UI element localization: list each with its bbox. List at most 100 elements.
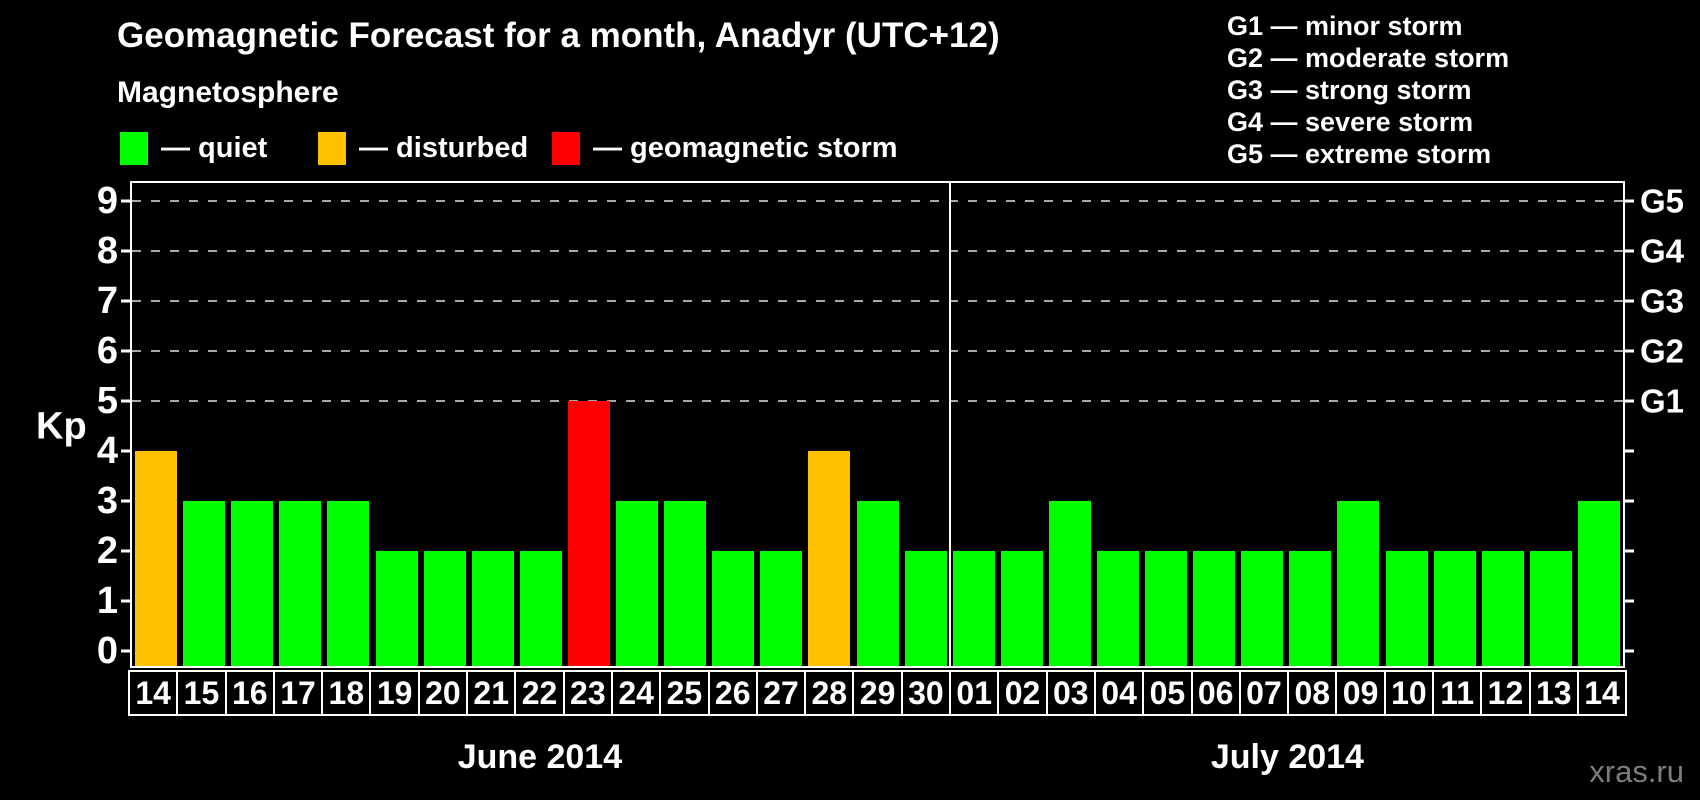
x-axis-date-row: 14 15 16 17 18 19 20 21 22 23 24 25 26 27 28 29 30 01 02 03… [128, 670, 1628, 716]
y-tick-mark [121, 599, 130, 603]
y-tick-label-5: 5 [96, 380, 118, 422]
watermark: xras.ru [1589, 754, 1684, 789]
plot-area [130, 181, 1625, 668]
gridline-kp8 [132, 250, 1623, 252]
legend-swatch-storm-icon [552, 131, 580, 165]
kp-bar-day-26 [712, 551, 755, 666]
date-cell-21: 21 [466, 670, 517, 716]
right-axis-label-G2: G2 [1640, 332, 1685, 370]
legend-item-label: — disturbed [359, 131, 529, 164]
y-tick-mark [121, 249, 130, 253]
y-tick-mark [121, 549, 130, 553]
date-cell-30: 30 [900, 670, 952, 716]
kp-bar-day-01 [952, 551, 995, 666]
date-cell-04: 04 [1093, 670, 1145, 716]
date-cell-06: 06 [1190, 670, 1241, 716]
y-tick-label-4: 4 [96, 430, 118, 472]
kp-bar-day-24 [616, 501, 659, 666]
g-legend-line: G5 — extreme storm [1227, 139, 1492, 169]
kp-bar-day-21 [471, 551, 514, 666]
y-tick-mark [121, 299, 130, 303]
right-axis-label-G1: G1 [1640, 382, 1685, 420]
kp-bar-day-27 [760, 551, 803, 666]
right-axis-label-G4: G4 [1640, 232, 1685, 270]
right-tick-mark [1625, 199, 1634, 203]
legend-swatch-disturbed-icon [318, 131, 346, 165]
y-tick-label-0: 0 [96, 630, 118, 672]
date-cell-03: 03 [1045, 670, 1096, 716]
kp-bar-day-08 [1289, 551, 1332, 666]
right-tick-mark [1625, 649, 1634, 653]
date-cell-14: 14 [128, 670, 179, 716]
y-tick-mark [121, 399, 130, 403]
date-cell-13: 13 [1528, 670, 1579, 716]
month-label-june: June 2014 [457, 738, 623, 776]
legend-item-disturbed: — disturbed [318, 130, 528, 166]
kp-bar-day-11 [1433, 551, 1476, 666]
date-cell-19: 19 [369, 670, 420, 716]
y-tick-mark [121, 199, 130, 203]
y-tick-label-8: 8 [96, 230, 118, 272]
kp-bar-day-28 [808, 451, 851, 666]
g-legend-line: G2 — moderate storm [1227, 43, 1510, 73]
right-tick-mark [1625, 299, 1634, 303]
y-tick-label-9: 9 [96, 180, 118, 222]
gridline-kp6 [132, 350, 1623, 352]
kp-bar-day-12 [1481, 551, 1524, 666]
right-tick-mark [1625, 449, 1634, 453]
y-tick-label-6: 6 [96, 330, 118, 372]
date-cell-09: 09 [1335, 670, 1386, 716]
legend-item-label: — geomagnetic storm [593, 131, 898, 164]
date-cell-16: 16 [224, 670, 275, 716]
kp-bar-day-10 [1385, 551, 1428, 666]
g-legend-line: G1 — minor storm [1227, 11, 1463, 41]
kp-bar-day-07 [1241, 551, 1284, 666]
legend-swatch-quiet-icon [120, 131, 148, 165]
kp-bar-day-05 [1145, 551, 1188, 666]
chart-title: Geomagnetic Forecast for a month, Anadyr… [117, 16, 1000, 55]
kp-bar-day-13 [1529, 551, 1572, 666]
date-cell-08: 08 [1287, 670, 1338, 716]
right-tick-mark [1625, 599, 1634, 603]
date-cell-01: 01 [949, 670, 1000, 716]
date-cell-29: 29 [852, 670, 903, 716]
date-cell-23: 23 [562, 670, 613, 716]
date-cell-02: 02 [997, 670, 1048, 716]
y-tick-mark [121, 499, 130, 503]
date-cell-20: 20 [417, 670, 469, 716]
date-cell-12: 12 [1480, 670, 1531, 716]
date-cell-25: 25 [659, 670, 710, 716]
kp-bar-day-03 [1048, 501, 1091, 666]
gridline-kp7 [132, 300, 1623, 302]
kp-bar-day-30 [904, 551, 947, 666]
date-cell-22: 22 [514, 670, 565, 716]
kp-bar-day-18 [327, 501, 370, 666]
kp-bar-day-02 [1000, 551, 1043, 666]
date-cell-28: 28 [804, 670, 855, 716]
kp-bar-day-04 [1096, 551, 1139, 666]
date-cell-26: 26 [707, 670, 758, 716]
right-tick-mark [1625, 499, 1634, 503]
right-tick-mark [1625, 399, 1634, 403]
kp-bar-day-23 [567, 401, 610, 666]
date-cell-14: 14 [1576, 670, 1628, 716]
kp-bar-day-25 [664, 501, 707, 666]
kp-bar-day-22 [519, 551, 562, 666]
right-axis-label-G3: G3 [1640, 282, 1685, 320]
month-label-july: July 2014 [1210, 738, 1364, 776]
date-cell-27: 27 [755, 670, 807, 716]
kp-bar-day-17 [279, 501, 322, 666]
kp-bar-day-19 [375, 551, 418, 666]
gridline-kp5 [132, 400, 1623, 402]
date-cell-18: 18 [321, 670, 372, 716]
y-tick-label-1: 1 [96, 580, 118, 622]
date-cell-05: 05 [1142, 670, 1193, 716]
month-labels: June 2014 July 2014 [130, 734, 1625, 780]
kp-bar-day-09 [1337, 501, 1380, 666]
legend-item-label: — quiet [161, 131, 268, 164]
g-scale-legend: G1 — minor storm G2 — moderate storm G3 — … [1227, 10, 1509, 170]
kp-bar-day-29 [856, 501, 899, 666]
date-cell-24: 24 [610, 670, 662, 716]
y-tick-label-7: 7 [96, 280, 118, 322]
